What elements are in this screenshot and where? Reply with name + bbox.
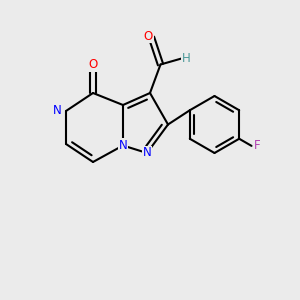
Text: N: N bbox=[142, 146, 152, 160]
Text: O: O bbox=[88, 58, 98, 71]
Text: F: F bbox=[254, 140, 261, 152]
Text: H: H bbox=[182, 52, 190, 65]
Text: O: O bbox=[144, 29, 153, 43]
Text: N: N bbox=[53, 104, 62, 118]
Text: N: N bbox=[118, 139, 127, 152]
